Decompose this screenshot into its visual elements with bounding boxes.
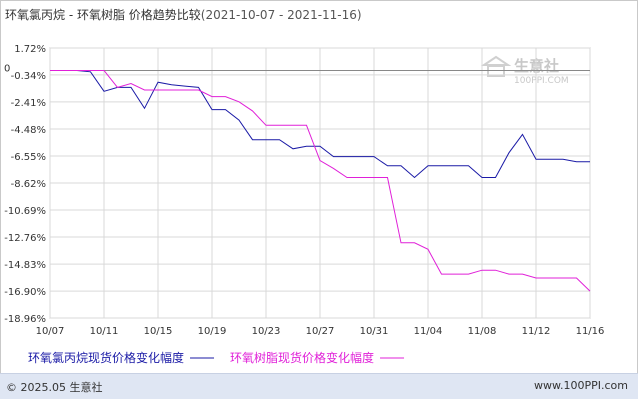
x-tick-label: 10/27 — [306, 326, 335, 337]
watermark-url: 100PPI.COM — [514, 76, 569, 86]
y-tick-label: -6.55% — [11, 152, 46, 163]
series-line-2 — [50, 70, 591, 292]
x-tick-label: 11/12 — [522, 326, 551, 337]
y-tick-label: -8.62% — [11, 179, 46, 190]
chart-title-range: (2021-10-07 - 2021-11-16) — [200, 8, 362, 22]
series-line-1 — [50, 70, 590, 179]
footer-bar: © 2025.05 生意社 www.100PPI.com — [0, 373, 638, 399]
x-tick-label: 10/11 — [90, 326, 119, 337]
y-tick-label: -2.41% — [11, 98, 46, 109]
x-tick-label: 10/31 — [360, 326, 389, 337]
x-tick-label: 10/07 — [36, 326, 65, 337]
x-tick-label: 11/04 — [414, 326, 443, 337]
x-tick-label: 10/19 — [198, 326, 227, 337]
watermark-logo-body — [487, 65, 505, 77]
zero-label: 0 — [4, 63, 10, 74]
legend-label-2: 环氧树脂现货价格变化幅度 — [230, 350, 374, 365]
y-tick-label: -10.69% — [4, 206, 46, 217]
y-tick-label: -16.90% — [4, 287, 46, 298]
footer-copyright: © 2025.05 生意社 — [6, 381, 103, 394]
watermark-name: 生意社 — [514, 57, 559, 75]
footer-site: www.100PPI.com — [534, 379, 628, 392]
x-tick-label: 11/16 — [576, 326, 605, 337]
x-tick-label: 10/23 — [252, 326, 281, 337]
y-tick-label: -4.48% — [11, 125, 46, 136]
chart-title-main: 环氧氯丙烷 - 环氧树脂 价格趋势比较 — [5, 8, 201, 22]
y-tick-label: 1.72% — [14, 44, 46, 55]
y-tick-label: -12.76% — [4, 233, 46, 244]
x-tick-label: 11/08 — [468, 326, 497, 337]
y-tick-label: -0.34% — [11, 71, 46, 82]
y-tick-label: -18.96% — [4, 314, 46, 325]
chart-title: 环氧氯丙烷 - 环氧树脂 价格趋势比较(2021-10-07 - 2021-11… — [5, 6, 362, 23]
legend-label-1: 环氧氯丙烷现货价格变化幅度 — [28, 350, 184, 365]
y-tick-label: -14.83% — [4, 260, 46, 271]
x-tick-label: 10/15 — [144, 326, 173, 337]
